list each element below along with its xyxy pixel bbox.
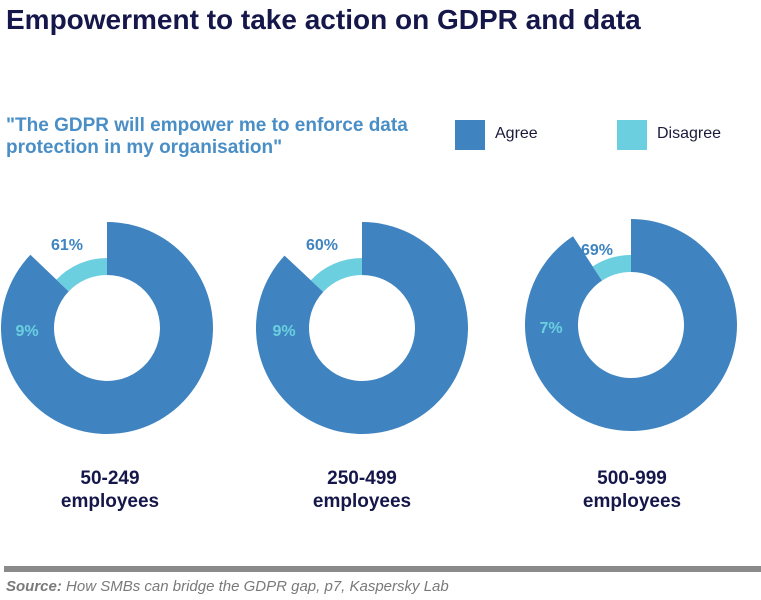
legend-swatch-disagree <box>617 120 647 150</box>
category-label-1: 50-249 employees <box>0 467 220 513</box>
donut-2-agree-segment <box>256 222 468 434</box>
category-label-2-line-2: employees <box>312 491 412 512</box>
donut-3-disagree-segment <box>592 255 631 281</box>
category-label-3-line-2: employees <box>582 491 682 512</box>
donut-1-disagree-label: 9% <box>15 323 38 340</box>
donut-3-agree-segment <box>525 219 738 431</box>
category-label-3: 500-999 employees <box>522 467 742 513</box>
source-text: How SMBs can bridge the GDPR gap, p7, Ka… <box>61 578 449 595</box>
category-label-2-line-1: 250-499 <box>327 468 397 489</box>
donut-3-disagree-label: 7% <box>539 320 562 337</box>
category-label-2: 250-499 employees <box>252 467 472 513</box>
donut-1-agree-label: 61% <box>51 237 83 254</box>
legend-label-agree: Agree <box>495 125 538 142</box>
source-note: Source: How SMBs can bridge the GDPR gap… <box>6 578 449 595</box>
chart-subtitle: "The GDPR will empower me to enforce dat… <box>6 115 408 158</box>
category-label-3-line-1: 500-999 <box>597 468 667 489</box>
donut-3-agree-label: 69% <box>581 242 613 259</box>
donut-charts: 61% 9% 60% 9% 69% 7% <box>0 219 738 434</box>
donut-2-disagree-label: 9% <box>272 323 295 340</box>
category-label-1-line-2: employees <box>60 491 160 512</box>
donut-2-disagree-segment <box>310 258 362 292</box>
donut-1-agree-segment <box>0 222 213 434</box>
legend-label-disagree: Disagree <box>657 125 722 142</box>
category-label-1-line-1: 50-249 <box>80 468 140 489</box>
chart-title: Empowerment to take action on GDPR and d… <box>6 4 641 35</box>
source-label: Source: <box>6 578 62 595</box>
footer-divider <box>4 566 761 572</box>
donut-1-disagree-segment <box>56 258 107 292</box>
donut-2-agree-label: 60% <box>306 237 338 254</box>
legend-swatch-agree <box>455 120 485 150</box>
